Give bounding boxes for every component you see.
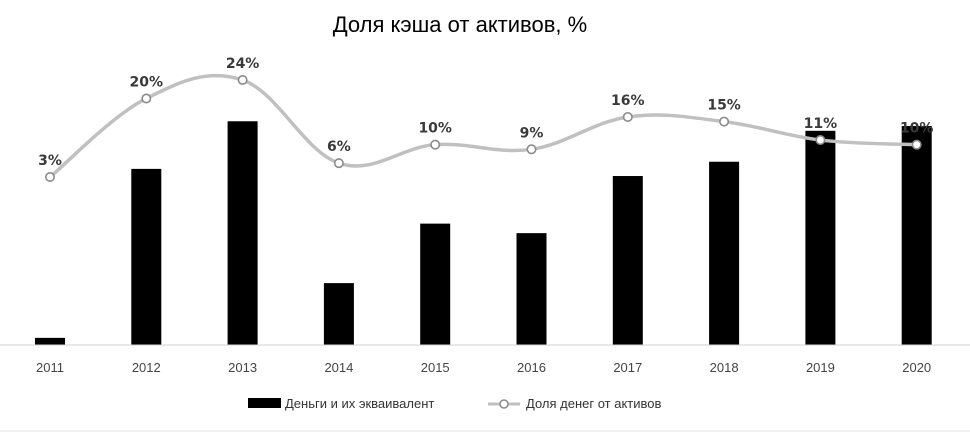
chart-title: Доля кэша от активов, % <box>333 12 587 37</box>
legend: Деньги и их экваивалент Доля денег от ак… <box>248 396 661 411</box>
line-point-2018 <box>719 116 730 127</box>
x-tick-2017: 2017 <box>613 360 642 375</box>
x-tick-2012: 2012 <box>132 360 161 375</box>
legend-bar-label: Деньги и их экваивалент <box>285 396 434 411</box>
x-tick-2015: 2015 <box>421 360 450 375</box>
line-point-2015 <box>430 139 441 150</box>
bar-2011 <box>35 337 65 345</box>
line-point-2013 <box>237 75 248 86</box>
data-label-2019: 11% <box>804 116 838 132</box>
data-label-2016: 9% <box>520 125 544 141</box>
data-label-2015: 10% <box>418 121 452 137</box>
bar-2012 <box>131 168 162 345</box>
bar-2019 <box>805 130 836 345</box>
data-label-2011: 3% <box>38 153 62 169</box>
x-tick-2016: 2016 <box>517 360 546 375</box>
legend-bar-swatch <box>248 398 281 408</box>
x-tick-2018: 2018 <box>710 360 739 375</box>
data-label-2017: 16% <box>611 93 645 109</box>
x-tick-2013: 2013 <box>228 360 257 375</box>
line-point-2019 <box>815 135 826 146</box>
line-series: 3% 20% 24% 6% 10% 9% 16% 15% 11% 10% <box>38 56 934 183</box>
x-axis-ticks: 2011 2012 2013 2014 2015 2016 2017 2018 2019 2020 <box>36 360 931 375</box>
data-label-2018: 15% <box>707 98 741 114</box>
line-point-2020 <box>911 139 922 150</box>
x-tick-2011: 2011 <box>36 360 64 375</box>
data-label-2012: 20% <box>130 74 164 90</box>
line-point-2017 <box>622 111 633 122</box>
bar-2013 <box>227 121 258 345</box>
line-point-2014 <box>333 158 344 169</box>
bar-series <box>35 121 932 345</box>
bar-2017 <box>612 176 643 345</box>
x-tick-2014: 2014 <box>324 360 353 375</box>
data-label-2013: 24% <box>226 56 260 72</box>
bar-2015 <box>420 223 451 345</box>
bar-2016 <box>516 233 547 345</box>
x-tick-2020: 2020 <box>902 360 931 375</box>
line-point-2011 <box>44 172 55 183</box>
legend-line-label: Доля денег от активов <box>526 396 661 411</box>
x-tick-2019: 2019 <box>806 360 835 375</box>
line-point-2012 <box>141 93 152 104</box>
line-point-2016 <box>526 144 537 155</box>
legend-line-marker <box>499 399 509 409</box>
bar-2018 <box>709 161 740 345</box>
data-label-2020: 10% <box>900 121 934 137</box>
share-line <box>48 73 919 179</box>
bar-2020 <box>901 126 932 345</box>
bar-2014 <box>323 283 354 345</box>
data-label-2014: 6% <box>327 139 351 155</box>
